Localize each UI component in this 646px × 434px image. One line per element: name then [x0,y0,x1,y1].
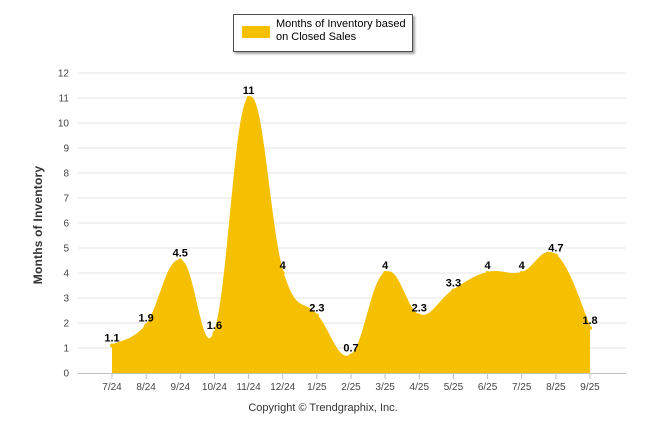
data-label: 1.1 [104,333,119,345]
data-label: 1.9 [138,313,153,325]
y-tick-label: 1 [63,344,69,355]
y-tick-label: 9 [63,144,69,155]
data-point [451,288,456,293]
y-tick-label: 5 [63,244,69,255]
data-point [417,313,422,318]
data-label: 0.7 [343,343,358,355]
x-tick-label: 2/25 [341,382,361,393]
x-tick-label: 9/25 [580,382,600,393]
x-tick-label: 8/25 [546,382,566,393]
x-tick-label: 7/25 [512,382,532,393]
data-label: 4 [485,260,492,272]
data-label: 4 [382,260,389,272]
area-series [110,96,592,374]
y-tick-label: 3 [63,294,69,305]
data-point [383,271,388,275]
legend-label: Months of Inventory based on Closed Sale… [276,18,406,43]
x-tick-label: 12/24 [270,382,295,393]
x-tick-label: 9/24 [171,382,191,393]
x-tick-label: 11/24 [236,382,261,393]
data-point [588,326,592,330]
data-label: 4 [519,260,526,272]
x-tick-label: 1/25 [307,382,327,393]
data-point [178,258,183,263]
y-tick-label: 12 [58,69,70,80]
y-tick-label: 11 [59,94,70,105]
data-label: 3.3 [446,278,461,290]
y-tick-label: 6 [63,219,69,230]
x-tick-label: 5/25 [444,382,464,393]
data-label: 2.3 [412,303,427,315]
data-label: 4.5 [173,248,188,260]
data-point [280,271,285,275]
data-point [212,331,217,335]
data-point [485,271,490,275]
legend-swatch [242,26,270,38]
y-tick-label: 0 [63,369,69,380]
x-tick-label: 4/25 [410,382,430,393]
x-tick-label: 8/24 [136,382,156,393]
data-point [110,343,114,348]
data-label: 1.6 [207,320,222,332]
data-point [519,271,524,275]
y-tick-label: 7 [63,194,69,205]
copyright-footer: Copyright © Trendgraphix, Inc. [248,402,398,414]
data-label: 2.3 [309,303,324,315]
x-tick-label: 7/24 [102,382,122,393]
y-axis-title: Months of Inventory [31,165,45,285]
data-point [144,323,149,328]
data-point [349,353,353,358]
y-tick-label: 4 [63,269,69,280]
data-point [553,253,558,258]
x-tick-label: 3/25 [375,382,395,393]
data-label: 1.8 [582,315,597,327]
legend: Months of Inventory based on Closed Sale… [233,14,413,52]
data-label: 4 [280,260,287,272]
x-tick-label: 6/25 [478,382,498,393]
y-tick-label: 10 [58,119,70,130]
area-fill [112,97,590,374]
data-labels: 1.1 1.9 4.5 1.6 11 4 2.3 0.7 4 2.3 3.3 4 4 4.7 1.8 [104,85,597,355]
y-tick-label: 2 [63,319,69,330]
data-label: 4.7 [548,243,563,255]
x-tick-label: 10/24 [202,382,227,393]
data-point [246,96,251,100]
data-point [314,313,319,318]
data-label: 11 [243,85,255,97]
y-tick-label: 8 [63,169,69,180]
